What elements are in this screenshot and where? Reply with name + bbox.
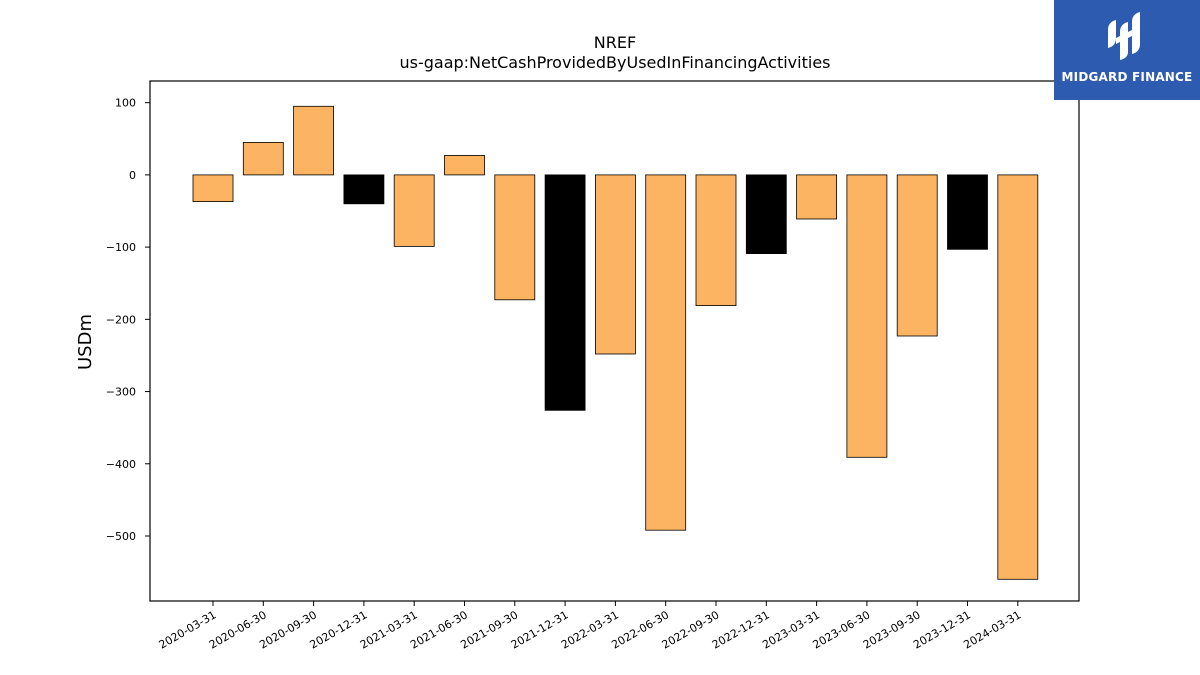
bar-2021-06-30	[444, 154, 485, 176]
chart-subtitle: us-gaap:NetCashProvidedByUsedInFinancing…	[399, 53, 830, 72]
y-tick-label: −100	[106, 241, 136, 254]
y-tick-label: 100	[115, 97, 136, 110]
bar-2022-06-30	[645, 174, 687, 531]
bar-2020-09-30	[293, 105, 335, 176]
bar-2022-03-31	[595, 174, 636, 355]
y-tick-label: −400	[106, 458, 136, 471]
bar-2023-12-31	[947, 174, 988, 250]
bar-2021-03-31	[393, 174, 435, 247]
bar-2023-09-30	[896, 174, 938, 337]
bar-2020-03-31	[192, 174, 234, 202]
bar-2023-06-30	[846, 174, 888, 458]
bar-2020-12-31	[343, 174, 385, 205]
bar-2024-03-31	[997, 174, 1039, 580]
y-ticks-group: 100 0 −100 −200 −300 −400 −500	[106, 97, 150, 543]
y-tick-label: −500	[106, 530, 136, 543]
y-tick-label: 0	[129, 169, 136, 182]
y-tick-label: −300	[106, 386, 136, 399]
bar-2023-03-31	[796, 174, 837, 220]
bar-2021-09-30	[494, 174, 536, 301]
bar-2021-12-31	[544, 174, 586, 411]
x-tick-label: 2024-03-31	[961, 608, 1023, 651]
bars-group	[192, 105, 1039, 580]
chart-title: NREF	[594, 33, 636, 52]
bar-2020-06-30	[242, 141, 284, 176]
bar-2022-12-31	[745, 174, 787, 254]
x-ticks-group: 2020-03-312020-06-302020-09-302020-12-31…	[157, 601, 1023, 652]
bar-2022-09-30	[695, 174, 737, 306]
brand-logo: MIDGARD FINANCE	[1054, 0, 1200, 100]
plot-frame	[149, 80, 1080, 602]
brand-logo-text: MIDGARD FINANCE	[1061, 70, 1193, 84]
y-axis-label: USDm	[75, 314, 96, 370]
y-tick-label: −200	[106, 313, 136, 326]
midgard-monogram-icon	[1108, 12, 1140, 60]
